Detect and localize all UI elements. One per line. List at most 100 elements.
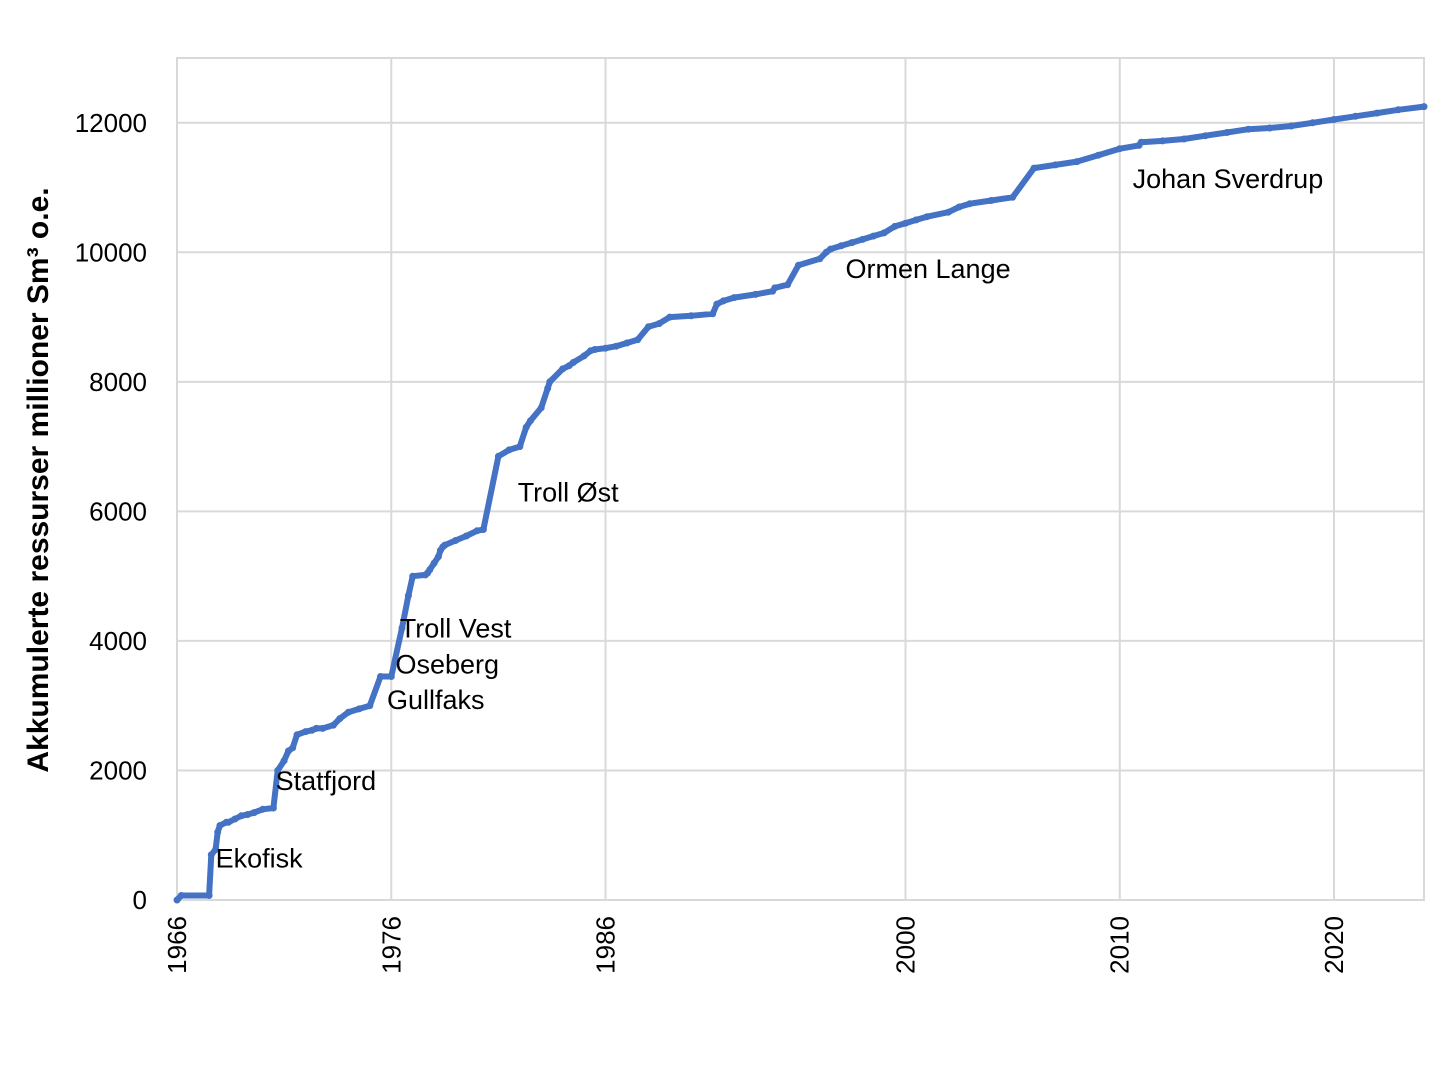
data-point bbox=[1420, 103, 1428, 111]
annotations: Ekofisk Statfjord Troll Vest Oseberg Gullfak… bbox=[216, 164, 1324, 873]
data-point bbox=[231, 815, 239, 823]
data-point bbox=[434, 553, 442, 561]
data-point bbox=[250, 809, 258, 817]
data-point bbox=[687, 312, 695, 320]
x-tick-labels: 1966 1976 1986 2000 2010 2020 bbox=[162, 916, 1349, 974]
data-point bbox=[259, 805, 267, 813]
annotation-label: Oseberg bbox=[396, 649, 500, 679]
data-point bbox=[1116, 145, 1124, 153]
data-point bbox=[1373, 109, 1381, 117]
data-point bbox=[709, 310, 717, 318]
data-point bbox=[955, 203, 963, 211]
x-tick-label: 2010 bbox=[1105, 916, 1135, 974]
data-point bbox=[794, 261, 802, 269]
x-tick-label: 1966 bbox=[162, 916, 192, 974]
data-point bbox=[891, 222, 899, 230]
data-point bbox=[1202, 132, 1209, 140]
x-tick-label: 2020 bbox=[1319, 916, 1349, 974]
data-point bbox=[1052, 161, 1059, 169]
data-point bbox=[902, 219, 909, 227]
data-point bbox=[244, 811, 252, 818]
data-point bbox=[537, 404, 545, 412]
y-tick-label: 10000 bbox=[75, 237, 147, 267]
data-point bbox=[591, 346, 599, 353]
data-point bbox=[216, 822, 224, 829]
data-point bbox=[1094, 151, 1102, 159]
data-point bbox=[827, 245, 834, 253]
data-point bbox=[1351, 112, 1359, 120]
data-point bbox=[544, 384, 552, 392]
y-tick-label: 6000 bbox=[89, 496, 147, 526]
annotation-label: Gullfaks bbox=[387, 685, 485, 715]
data-point bbox=[280, 757, 288, 765]
data-point bbox=[344, 708, 352, 716]
data-point bbox=[302, 728, 310, 736]
grid bbox=[176, 57, 1425, 901]
y-tick-label: 2000 bbox=[89, 755, 147, 785]
data-point bbox=[289, 744, 297, 752]
data-point bbox=[377, 673, 384, 680]
data-point bbox=[462, 532, 470, 540]
data-point bbox=[666, 313, 674, 321]
data-point bbox=[1394, 106, 1402, 114]
data-point bbox=[1009, 193, 1017, 201]
data-point bbox=[237, 812, 245, 820]
data-point bbox=[713, 300, 721, 308]
data-point bbox=[336, 715, 344, 723]
data-point bbox=[516, 443, 524, 451]
annotation-label: Johan Sverdrup bbox=[1133, 164, 1324, 194]
data-point bbox=[441, 541, 449, 549]
data-point bbox=[224, 818, 232, 826]
data-point bbox=[494, 452, 502, 460]
annotation-label: Statfjord bbox=[276, 766, 377, 796]
data-point bbox=[522, 423, 530, 431]
data-point bbox=[473, 527, 481, 535]
y-tick-label: 4000 bbox=[89, 626, 147, 656]
annotation-label: Ekofisk bbox=[216, 844, 304, 874]
data-point bbox=[426, 566, 434, 574]
data-point bbox=[837, 242, 845, 250]
data-point bbox=[912, 216, 920, 224]
data-point bbox=[859, 235, 867, 243]
data-point bbox=[366, 702, 374, 710]
y-tick-labels: 0 2000 4000 6000 8000 10000 12000 bbox=[75, 108, 147, 915]
data-point bbox=[387, 673, 395, 680]
x-tick-label: 2000 bbox=[890, 916, 920, 974]
data-point bbox=[816, 255, 824, 263]
data-point bbox=[177, 892, 185, 899]
data-point bbox=[207, 851, 215, 859]
data-point bbox=[1266, 124, 1274, 132]
data-point bbox=[784, 281, 792, 289]
data-point bbox=[1309, 119, 1317, 127]
data-point bbox=[173, 896, 181, 904]
data-point bbox=[730, 294, 738, 302]
data-point bbox=[452, 537, 459, 544]
y-tick-label: 12000 bbox=[75, 108, 147, 138]
annotation-label: Troll Vest bbox=[400, 614, 512, 644]
data-point bbox=[409, 572, 417, 580]
data-point bbox=[329, 721, 337, 729]
data-point bbox=[569, 358, 577, 366]
data-point bbox=[612, 342, 620, 350]
data-point bbox=[1030, 164, 1038, 172]
annotation-label: Ormen Lange bbox=[846, 254, 1011, 284]
data-point bbox=[880, 229, 888, 237]
data-point bbox=[479, 526, 487, 533]
data-point bbox=[580, 352, 588, 360]
data-points bbox=[173, 103, 1428, 904]
y-tick-label: 8000 bbox=[89, 367, 147, 397]
x-tick-label: 1986 bbox=[591, 916, 621, 974]
data-point bbox=[987, 197, 995, 204]
data-point bbox=[319, 724, 327, 732]
data-point bbox=[1223, 129, 1231, 136]
data-point bbox=[212, 846, 220, 853]
data-point bbox=[404, 592, 412, 600]
data-point bbox=[430, 559, 438, 567]
data-point bbox=[623, 339, 631, 347]
data-point bbox=[644, 323, 652, 331]
data-point bbox=[923, 213, 931, 221]
data-point bbox=[398, 624, 406, 632]
data-point bbox=[1330, 116, 1338, 123]
data-point bbox=[559, 365, 567, 373]
